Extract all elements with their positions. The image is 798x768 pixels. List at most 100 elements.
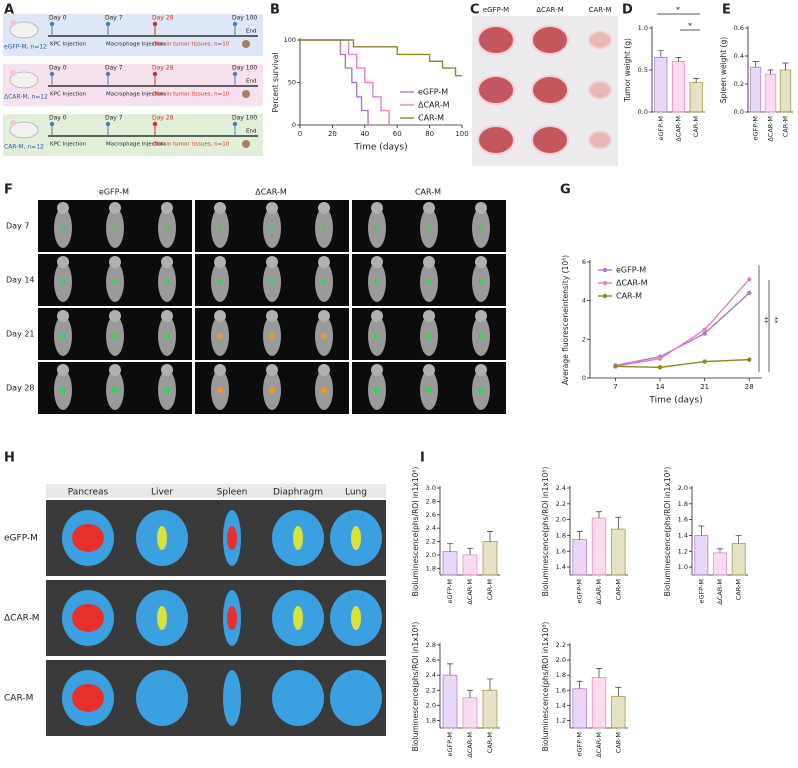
- signal: [164, 279, 170, 285]
- mouse-head: [423, 256, 435, 268]
- organ-header-band: [46, 484, 386, 498]
- mouse-head: [266, 256, 278, 268]
- x-tick-label: ΔCAR-M: [767, 116, 775, 142]
- mouse-head: [266, 364, 278, 376]
- y-tick-label: 1.0: [678, 563, 688, 571]
- mouse-head: [266, 202, 278, 214]
- signal: [270, 226, 274, 230]
- tumor: [588, 80, 612, 100]
- legend-label: ΔCAR-M: [418, 101, 450, 110]
- y-tick-label: 1.2: [556, 716, 566, 724]
- event-label: Macrophage Injection: [106, 142, 166, 148]
- mouse-head: [475, 256, 487, 268]
- significance-label: *: [688, 22, 692, 31]
- organ: [330, 670, 382, 726]
- signal: [217, 279, 223, 285]
- bar: [713, 552, 727, 576]
- error-bar: [675, 57, 682, 62]
- significance-label: **: [771, 317, 779, 325]
- point: [657, 356, 663, 361]
- error-bar: [596, 668, 602, 678]
- day-pin-head: [232, 21, 238, 27]
- y-tick-label: 3.0: [426, 484, 436, 492]
- signal: [218, 226, 222, 230]
- y-tick-label: 6: [582, 258, 586, 266]
- y-tick-label: 1.6: [556, 547, 566, 555]
- bar: [572, 539, 587, 576]
- y-tick-label: 0.0: [734, 108, 744, 116]
- x-tick-label: CAR-M: [486, 732, 494, 753]
- signal: [163, 386, 171, 394]
- mouse-head: [57, 364, 69, 376]
- mouse-ear: [10, 70, 16, 76]
- legend-label: CAR-M: [616, 292, 642, 301]
- event-label: Macrophage Injection: [106, 42, 166, 48]
- y-tick-label: 1.4: [556, 563, 566, 571]
- day-label: Day 0: [49, 65, 67, 72]
- bar: [462, 554, 478, 576]
- point: [747, 290, 752, 296]
- day-label: Day 28: [152, 115, 174, 122]
- y-tick-label: 2.4: [426, 524, 436, 532]
- series-line: [300, 39, 390, 125]
- bar: [764, 73, 777, 113]
- signal: [374, 333, 380, 339]
- x-tick-label: CAR-M: [735, 579, 743, 600]
- legend-label: CAR-M: [418, 114, 444, 123]
- point: [702, 359, 707, 364]
- y-tick-label: 1.4: [678, 531, 688, 539]
- mouse-head: [318, 202, 330, 214]
- y-axis-label: Bioluminescence(phs/ROI in1x10⁸): [411, 467, 420, 597]
- organ-group-label: eGFP-M: [4, 534, 38, 544]
- signal: [269, 279, 275, 285]
- ivis-day-label: Day 28: [6, 384, 35, 393]
- mouse-head: [214, 310, 226, 322]
- signal: [112, 279, 118, 285]
- mouse-head: [57, 310, 69, 322]
- y-tick-label: 1.0: [638, 24, 648, 32]
- error-bar: [576, 531, 583, 540]
- x-tick-label: 28: [745, 383, 754, 391]
- signal: [375, 226, 379, 230]
- x-tick-label: eGFP-M: [446, 732, 454, 757]
- mouse-head: [475, 202, 487, 214]
- mouse-head: [371, 310, 383, 322]
- day-pin-head: [105, 21, 111, 27]
- y-tick-label: 1.6: [678, 516, 688, 524]
- x-tick-label: eGFP-M: [576, 579, 584, 604]
- day-label: Day 0: [49, 115, 67, 122]
- significance-label: *: [676, 6, 680, 15]
- point: [613, 364, 618, 369]
- event-label: End: [246, 129, 256, 135]
- x-axis-label: Time (days): [353, 143, 407, 153]
- organ-label: Spleen: [217, 488, 248, 498]
- mouse-icon: [9, 121, 39, 139]
- ivis-group-label: eGFP-M: [99, 188, 129, 197]
- error-bar: [735, 535, 742, 544]
- error-bar: [615, 686, 622, 697]
- event-label: KPC Injection: [50, 142, 87, 148]
- row-background: [3, 64, 263, 106]
- day-pin-head: [105, 121, 111, 127]
- y-tick-label: 2.0: [426, 551, 436, 559]
- legend-label: eGFP-M: [418, 88, 448, 97]
- y-tick-label: 1.8: [678, 500, 688, 508]
- tumor: [588, 30, 612, 50]
- signal: [374, 279, 380, 285]
- x-tick-label: 21: [700, 383, 709, 391]
- event-label: Obtain tumor tissues, n=10: [153, 142, 230, 148]
- x-tick-label: 7: [613, 383, 617, 391]
- mouse-ear: [10, 20, 16, 26]
- error-bar: [487, 531, 493, 542]
- organ-label: Lung: [345, 488, 367, 498]
- panel-label: F: [4, 183, 13, 198]
- error-bar: [487, 678, 493, 691]
- bar: [482, 689, 498, 729]
- mouse-head: [423, 364, 435, 376]
- mouse-icon: [9, 21, 39, 39]
- signal: [113, 226, 117, 230]
- signal: [61, 226, 65, 230]
- bar: [689, 82, 703, 113]
- x-tick-label: CAR-M: [614, 579, 622, 600]
